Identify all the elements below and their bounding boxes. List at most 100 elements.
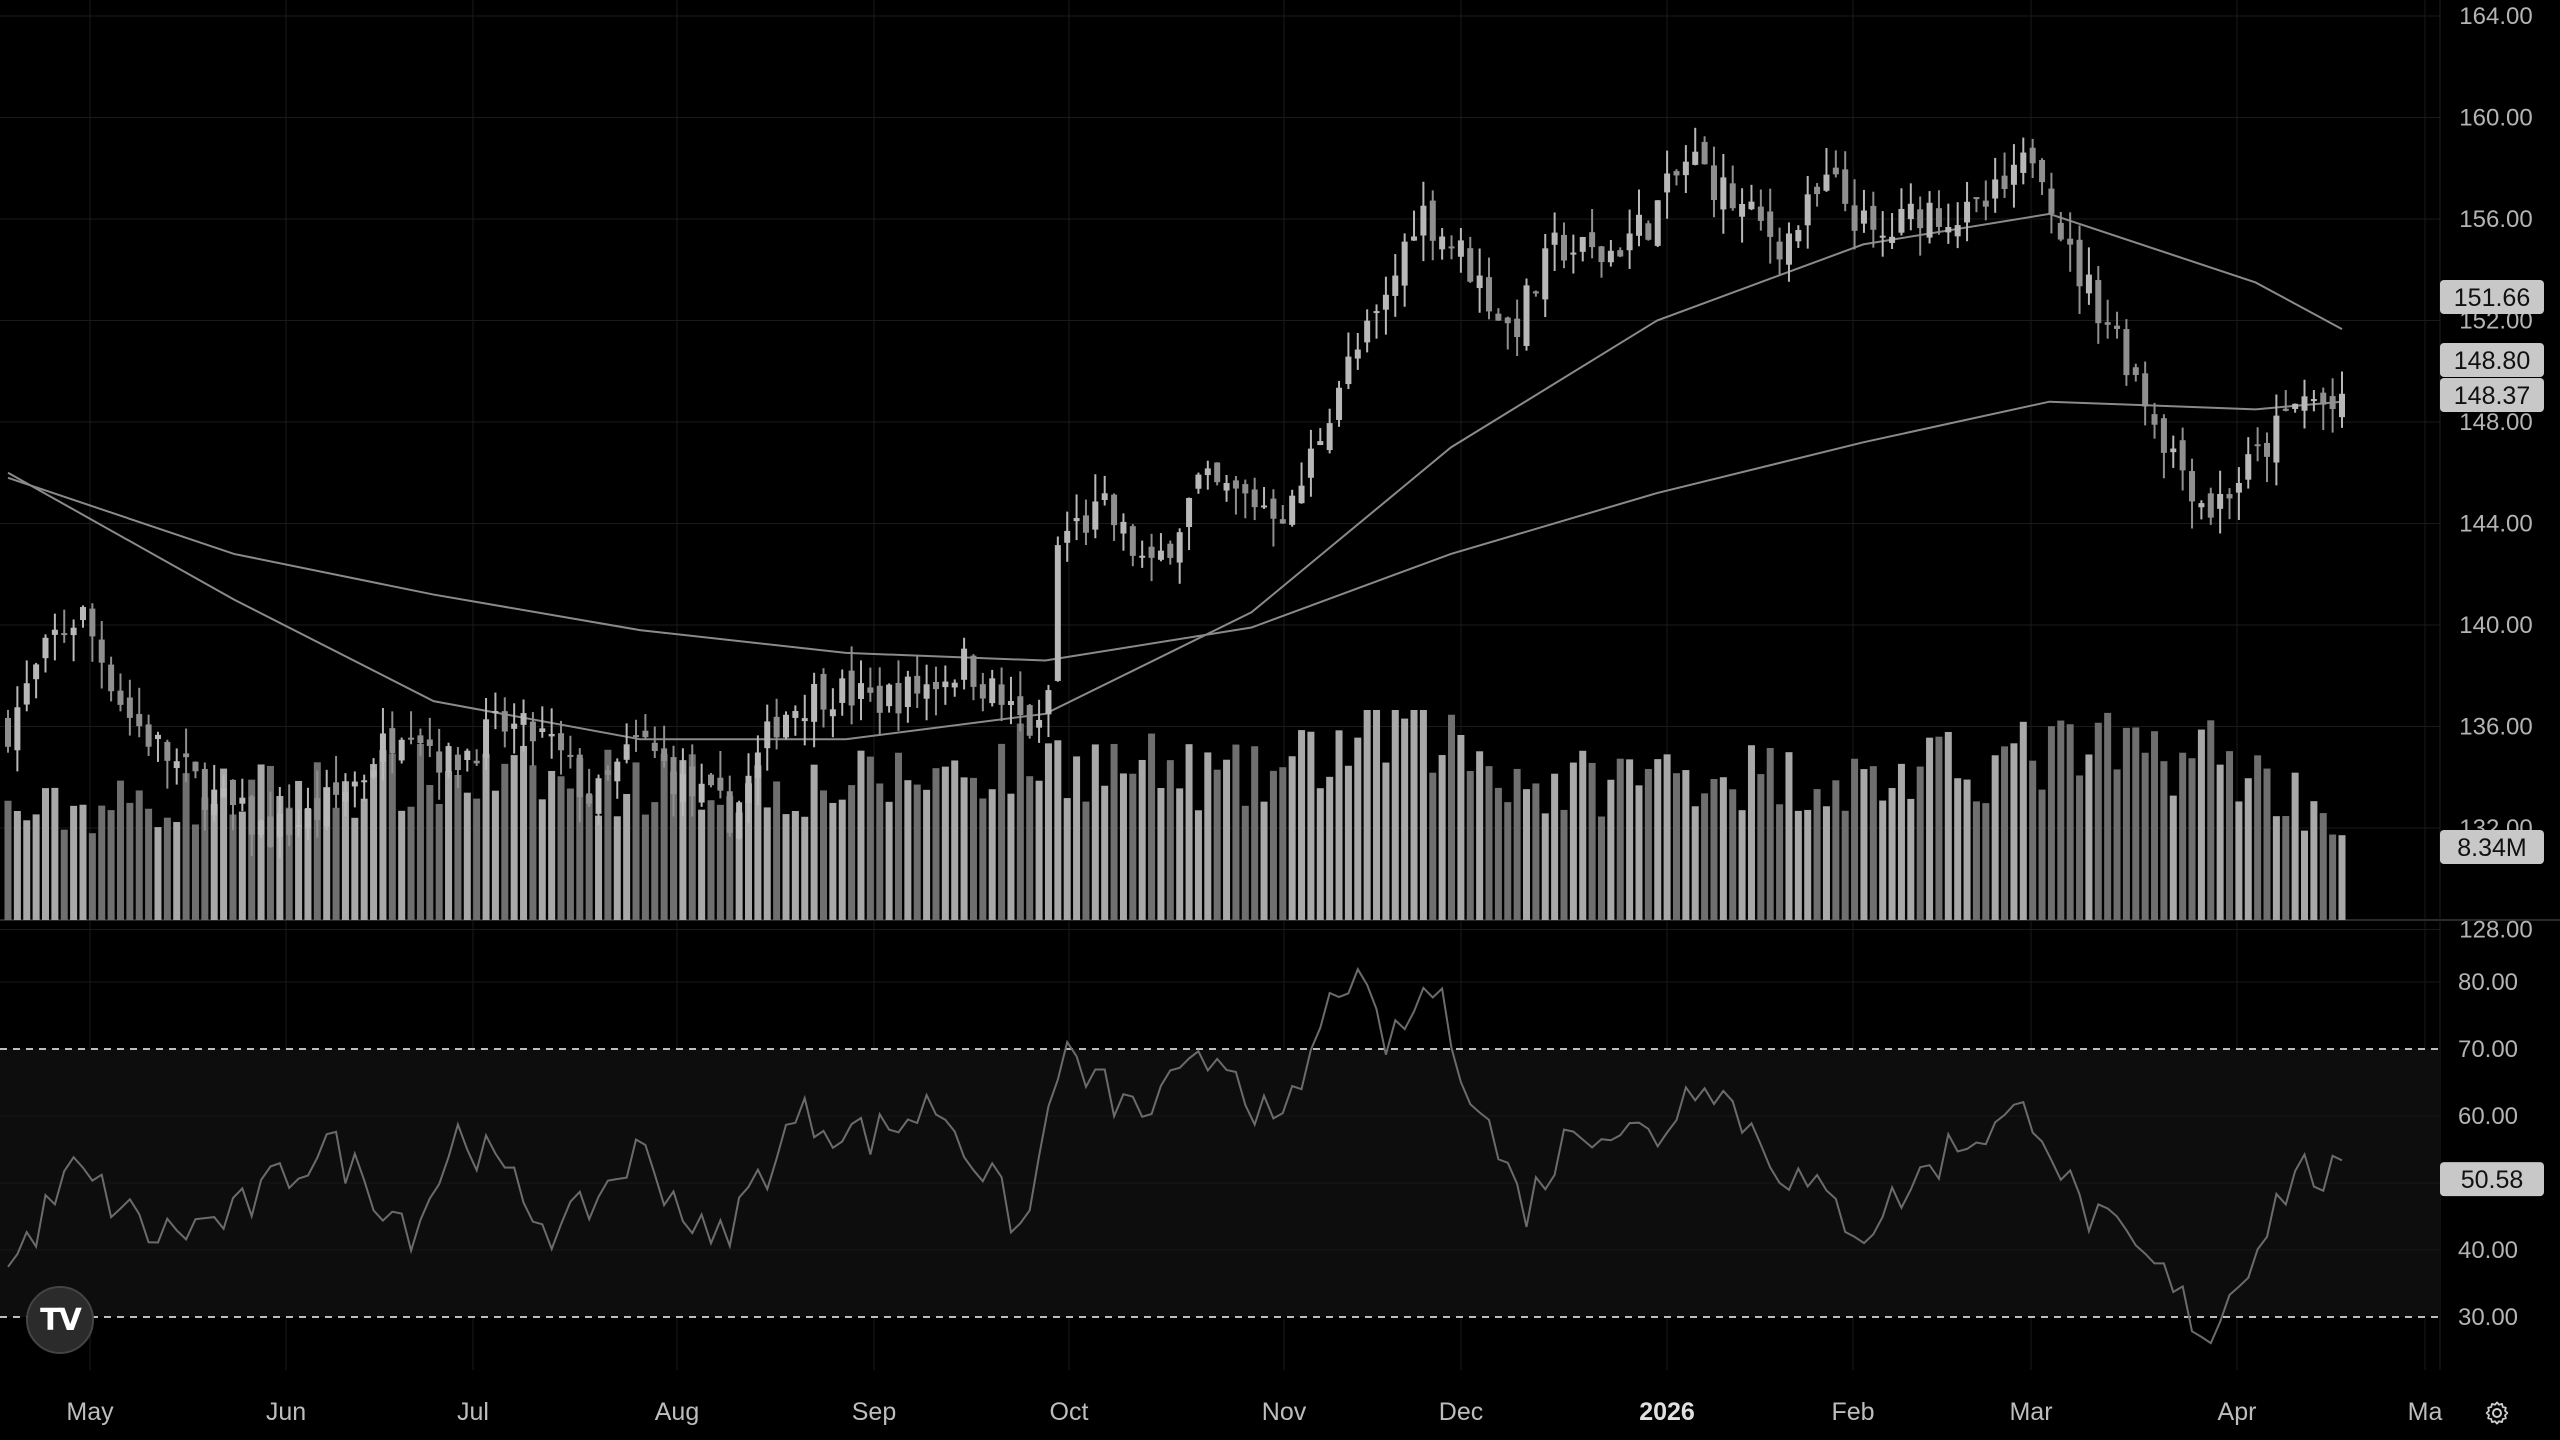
volume-bar <box>1626 759 1634 920</box>
candle-body <box>2076 239 2083 287</box>
candle-body <box>1186 497 1193 528</box>
candle-body <box>1776 241 1783 260</box>
volume-bar <box>1354 737 1362 920</box>
candle-body <box>2292 403 2299 409</box>
candle-body <box>548 733 555 737</box>
volume-bar <box>491 790 499 920</box>
volume-bar <box>1869 766 1877 920</box>
candle-body <box>520 713 527 725</box>
candle-body <box>1739 204 1746 217</box>
candle-body <box>867 687 874 693</box>
candle-body <box>979 684 986 699</box>
volume-bar <box>829 802 837 920</box>
volume-bar <box>1241 805 1249 920</box>
candle-body <box>792 710 799 718</box>
volume-bar <box>1766 748 1774 920</box>
volume-bar <box>1316 788 1324 920</box>
volume-bar <box>1532 783 1540 920</box>
volume-bar <box>941 766 949 920</box>
candle-body <box>1345 356 1352 385</box>
candle-body <box>1270 498 1277 519</box>
candle-body <box>454 754 461 771</box>
volume-bar <box>951 760 959 920</box>
candle-body <box>1542 248 1549 300</box>
candle-body <box>1889 236 1896 243</box>
volume-bar <box>191 824 199 920</box>
volume-bar <box>2029 760 2037 920</box>
volume-bar <box>1672 773 1680 920</box>
volume-bar <box>1822 806 1830 920</box>
volume-bar <box>2019 721 2027 920</box>
candle-body <box>961 648 968 680</box>
volume-bar <box>1457 734 1465 920</box>
candle-body <box>670 757 677 795</box>
volume-bar <box>2244 778 2252 920</box>
candle-body <box>398 739 405 761</box>
candle-body <box>811 683 818 722</box>
candle-body <box>736 802 743 839</box>
volume-bar <box>4 800 12 920</box>
volume-bar <box>1176 788 1184 920</box>
volume-bar <box>1232 744 1240 920</box>
volume-bar <box>1494 787 1502 920</box>
time-axis-label: Jun <box>266 1398 306 1426</box>
candle-body <box>1720 177 1727 210</box>
volume-bar <box>1663 754 1671 920</box>
volume-bar <box>435 804 443 920</box>
volume-bar <box>988 789 996 920</box>
candle-body <box>1523 285 1530 346</box>
volume-bar <box>2132 727 2140 920</box>
volume-bar <box>866 756 874 920</box>
candle-body <box>1214 462 1221 483</box>
volume-bar <box>1504 802 1512 920</box>
volume-bar <box>407 806 415 920</box>
candle-body <box>2001 175 2008 189</box>
candle-body <box>745 775 752 803</box>
time-axis-label: Jul <box>457 1398 489 1426</box>
tradingview-logo-icon[interactable]: TV <box>26 1286 94 1354</box>
candle-body <box>1664 173 1671 193</box>
volume-bar <box>745 783 753 920</box>
candle-body <box>558 733 565 751</box>
candle-body <box>923 684 930 699</box>
time-axis-label: Aug <box>655 1398 699 1426</box>
candle-body <box>1973 197 1980 200</box>
candle-body <box>408 737 415 740</box>
candle-body <box>1167 543 1174 558</box>
candle-body <box>801 718 808 722</box>
volume-bar <box>323 787 331 920</box>
settings-gear-icon[interactable] <box>2476 1392 2518 1434</box>
volume-bar <box>1541 813 1549 920</box>
volume-bar <box>1879 800 1887 920</box>
candle-body <box>708 774 715 786</box>
volume-bar <box>2254 755 2262 920</box>
volume-bar <box>445 771 453 920</box>
volume-bar <box>848 785 856 920</box>
candle-body <box>1495 313 1502 321</box>
candle-body <box>1007 701 1014 706</box>
candle-body <box>117 690 124 705</box>
volume-bar <box>566 788 574 920</box>
time-axis-label: May <box>66 1398 114 1426</box>
candle-body <box>1570 252 1577 255</box>
moving-average-line <box>7 400 2343 662</box>
candle-body <box>23 683 30 705</box>
candle-body <box>295 825 302 828</box>
candle-body <box>2114 325 2121 329</box>
candle-body <box>1017 696 1024 716</box>
candle-body <box>1804 194 1811 226</box>
volume-bar <box>538 799 546 920</box>
volume-bar <box>2319 813 2327 920</box>
volume-bar <box>1007 793 1015 920</box>
volume-bar <box>116 780 124 920</box>
candle-body <box>857 683 864 699</box>
candle-body <box>1814 186 1821 195</box>
value-label-box <box>2440 378 2544 412</box>
candle-body <box>464 750 471 761</box>
volume-bar <box>1897 763 1905 920</box>
rsi-tick-label: 60.00 <box>2458 1103 2518 1130</box>
rsi-tick-label: 80.00 <box>2458 969 2518 996</box>
volume-bar <box>295 780 303 920</box>
volume-bar <box>1907 798 1915 920</box>
